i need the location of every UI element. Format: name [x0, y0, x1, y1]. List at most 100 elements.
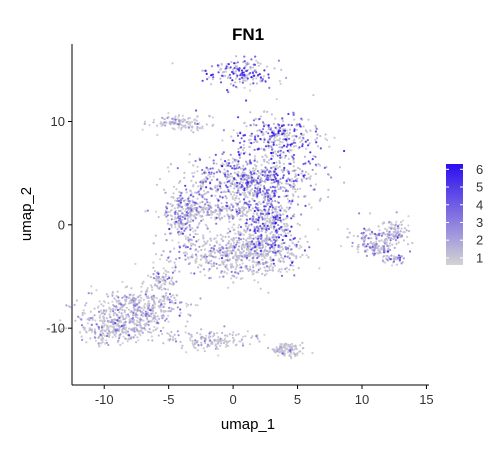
data-point	[238, 241, 241, 244]
data-point	[307, 160, 310, 163]
data-point	[240, 152, 243, 155]
data-point	[264, 217, 267, 220]
data-point	[242, 249, 245, 253]
data-point	[264, 166, 267, 169]
data-point	[136, 319, 139, 322]
data-point	[204, 69, 207, 72]
data-point	[160, 288, 163, 291]
data-point	[210, 341, 214, 344]
data-point	[248, 145, 251, 148]
data-point	[395, 211, 398, 214]
data-point	[187, 257, 190, 260]
data-point	[181, 344, 184, 347]
data-point	[195, 119, 198, 122]
data-point	[114, 328, 117, 332]
data-point	[139, 324, 142, 327]
data-point	[273, 173, 276, 176]
data-point	[263, 266, 266, 269]
data-point	[256, 61, 259, 64]
data-point	[284, 347, 287, 350]
data-point	[285, 210, 288, 213]
data-point	[373, 254, 376, 257]
data-point	[266, 178, 269, 181]
data-point	[268, 135, 272, 138]
data-point	[210, 331, 213, 334]
data-point	[308, 142, 311, 145]
data-point	[117, 296, 120, 299]
data-point	[152, 329, 155, 332]
data-point	[180, 232, 183, 235]
data-point	[304, 129, 307, 132]
data-point	[177, 233, 181, 236]
data-point	[138, 321, 141, 324]
data-point	[285, 248, 288, 251]
data-point	[300, 139, 304, 142]
data-point	[169, 310, 172, 313]
data-point	[152, 118, 156, 121]
data-point	[257, 221, 260, 224]
data-point	[279, 156, 282, 159]
data-point	[366, 243, 369, 246]
data-point	[197, 238, 200, 241]
data-point	[299, 344, 302, 347]
data-point	[191, 227, 194, 230]
data-point	[258, 247, 261, 250]
data-point	[201, 127, 204, 130]
data-point	[176, 306, 179, 309]
data-point	[235, 266, 238, 269]
data-point	[294, 172, 297, 175]
data-point	[265, 228, 268, 231]
data-point	[279, 140, 282, 143]
data-point	[263, 170, 267, 173]
data-point	[204, 337, 207, 340]
data-point	[242, 164, 245, 167]
data-point	[146, 287, 149, 290]
data-point	[229, 230, 232, 233]
data-point	[280, 221, 283, 224]
data-point	[140, 314, 143, 317]
data-point	[273, 220, 276, 223]
data-point	[245, 218, 248, 221]
data-point	[84, 304, 87, 307]
data-point	[114, 308, 117, 311]
data-point	[154, 253, 158, 256]
data-point	[251, 264, 255, 267]
data-point	[286, 255, 289, 258]
data-point	[292, 161, 296, 164]
data-point	[82, 326, 85, 329]
data-point	[270, 151, 273, 155]
data-point	[210, 65, 214, 68]
data-point	[215, 189, 218, 192]
data-point	[177, 334, 180, 337]
data-point	[224, 259, 227, 262]
data-point	[243, 86, 246, 89]
data-point	[375, 242, 378, 245]
data-point	[253, 279, 256, 282]
data-point	[302, 162, 305, 166]
data-point	[184, 207, 187, 211]
data-point	[277, 59, 280, 62]
data-point	[270, 113, 273, 116]
legend-tick-label: 2	[476, 233, 483, 248]
data-point	[109, 325, 113, 328]
data-point	[233, 187, 236, 190]
data-point	[265, 250, 269, 253]
data-point	[249, 111, 252, 114]
data-point	[263, 185, 266, 188]
data-point	[235, 261, 238, 264]
data-point	[173, 207, 176, 210]
data-point	[269, 174, 272, 177]
data-point	[264, 195, 267, 198]
data-point	[114, 311, 117, 315]
data-point	[254, 117, 257, 120]
data-point	[257, 209, 260, 212]
data-point	[227, 180, 231, 183]
data-point	[242, 143, 245, 147]
data-point	[204, 203, 207, 206]
data-point	[274, 350, 277, 353]
legend-tick-label: 1	[476, 250, 483, 265]
data-point	[252, 269, 255, 272]
data-point	[263, 158, 266, 161]
data-point	[178, 181, 181, 184]
data-point	[132, 293, 135, 296]
